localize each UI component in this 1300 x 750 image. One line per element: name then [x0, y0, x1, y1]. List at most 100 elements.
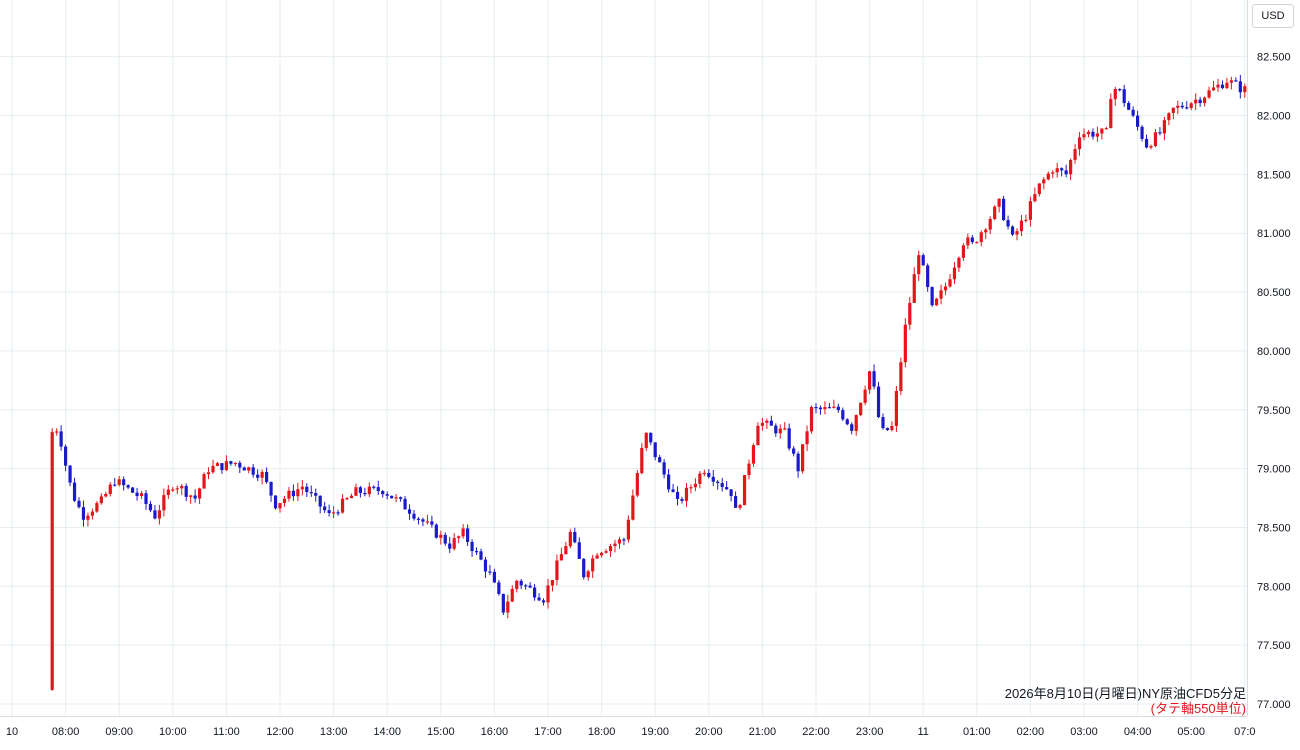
candle-down [850, 424, 854, 431]
candle-down [533, 587, 537, 598]
candle-up [1229, 80, 1233, 83]
candle-down [470, 541, 474, 552]
candle-up [988, 219, 992, 230]
candle-up [626, 519, 630, 540]
candle-down [269, 481, 273, 496]
candle-down [720, 483, 724, 488]
x-tick-label: 19:00 [641, 726, 669, 738]
candle-down [72, 482, 77, 501]
x-tick-label: 15:00 [427, 726, 455, 738]
candle-down [193, 495, 197, 499]
candle-up [367, 486, 371, 495]
candle-down [492, 571, 496, 583]
candle-up [961, 245, 965, 258]
candle-down [930, 287, 934, 306]
candle-up [1033, 194, 1037, 202]
x-tick-label: 07:0 [1234, 726, 1255, 738]
candle-up [117, 479, 121, 485]
y-tick-label: 79.500 [1257, 405, 1291, 417]
candle-down [1158, 132, 1162, 134]
candle-up [899, 362, 903, 391]
candle-down [582, 558, 586, 578]
candle-down [256, 474, 260, 478]
candle-down [421, 519, 425, 522]
candle-up [1024, 219, 1028, 222]
candle-up [894, 390, 898, 426]
candle-up [175, 488, 179, 490]
currency-label[interactable]: USD [1252, 4, 1294, 28]
candle-down [524, 585, 528, 587]
candle-up [296, 489, 300, 497]
candle-down [323, 506, 327, 511]
candle-down [59, 431, 63, 447]
candle-down [358, 487, 362, 493]
candle-up [738, 505, 742, 508]
candle-up [104, 493, 108, 497]
candle-down [64, 446, 68, 466]
x-tick-label: 05:00 [1177, 726, 1205, 738]
candle-down [792, 448, 796, 454]
candle-up [756, 425, 760, 446]
candle-down [537, 597, 541, 601]
candle-up [640, 447, 644, 474]
candle-up [984, 229, 988, 233]
candle-down [376, 487, 380, 492]
candle-up [1216, 84, 1220, 88]
candle-up [948, 279, 952, 287]
candle-up [90, 511, 94, 516]
candle-down [872, 371, 876, 387]
candle-down [707, 472, 711, 477]
candle-down [291, 490, 295, 497]
candle-up [586, 571, 590, 578]
candle-down [1006, 220, 1010, 227]
candle-up [206, 472, 211, 475]
candle-down [77, 500, 81, 508]
candle-up [546, 585, 550, 603]
candle-up [233, 462, 237, 465]
candle-up [461, 528, 465, 537]
candle-down [836, 406, 840, 411]
candle-up [595, 555, 599, 559]
candle-down [774, 425, 778, 434]
candle-down [184, 485, 188, 497]
candle-down [443, 534, 447, 544]
candle-up [809, 406, 814, 432]
candle-up [99, 496, 103, 504]
candle-up [742, 475, 747, 506]
candle-down [466, 528, 470, 542]
candle-up [997, 198, 1001, 207]
y-tick-label: 78.500 [1257, 522, 1291, 534]
candle-down [881, 417, 885, 428]
candle-down [649, 432, 653, 443]
candle-up [564, 546, 568, 555]
candle-up [439, 534, 443, 538]
candle-up [300, 486, 304, 490]
candle-up [1171, 107, 1175, 114]
candle-up [506, 601, 510, 613]
x-tick-label: 13:00 [320, 726, 348, 738]
candle-up [903, 324, 907, 363]
candle-up [832, 406, 836, 408]
candle-down [769, 420, 773, 426]
candle-up [55, 431, 59, 433]
candle-down [305, 486, 309, 493]
candle-down [148, 503, 153, 511]
candle-up [224, 461, 228, 471]
candle-down [1185, 107, 1189, 109]
candle-up [943, 286, 948, 291]
x-tick-label: 02:00 [1017, 726, 1045, 738]
candle-down [501, 593, 505, 613]
candle-down [122, 479, 126, 486]
candle-up [908, 302, 912, 325]
candle-down [273, 495, 278, 509]
candle-up [604, 551, 608, 553]
candle-up [171, 489, 175, 491]
candle-up [332, 512, 336, 514]
candle-up [1149, 146, 1153, 148]
candle-down [1122, 89, 1126, 104]
candle-down [876, 386, 881, 418]
candle-up [760, 422, 764, 426]
